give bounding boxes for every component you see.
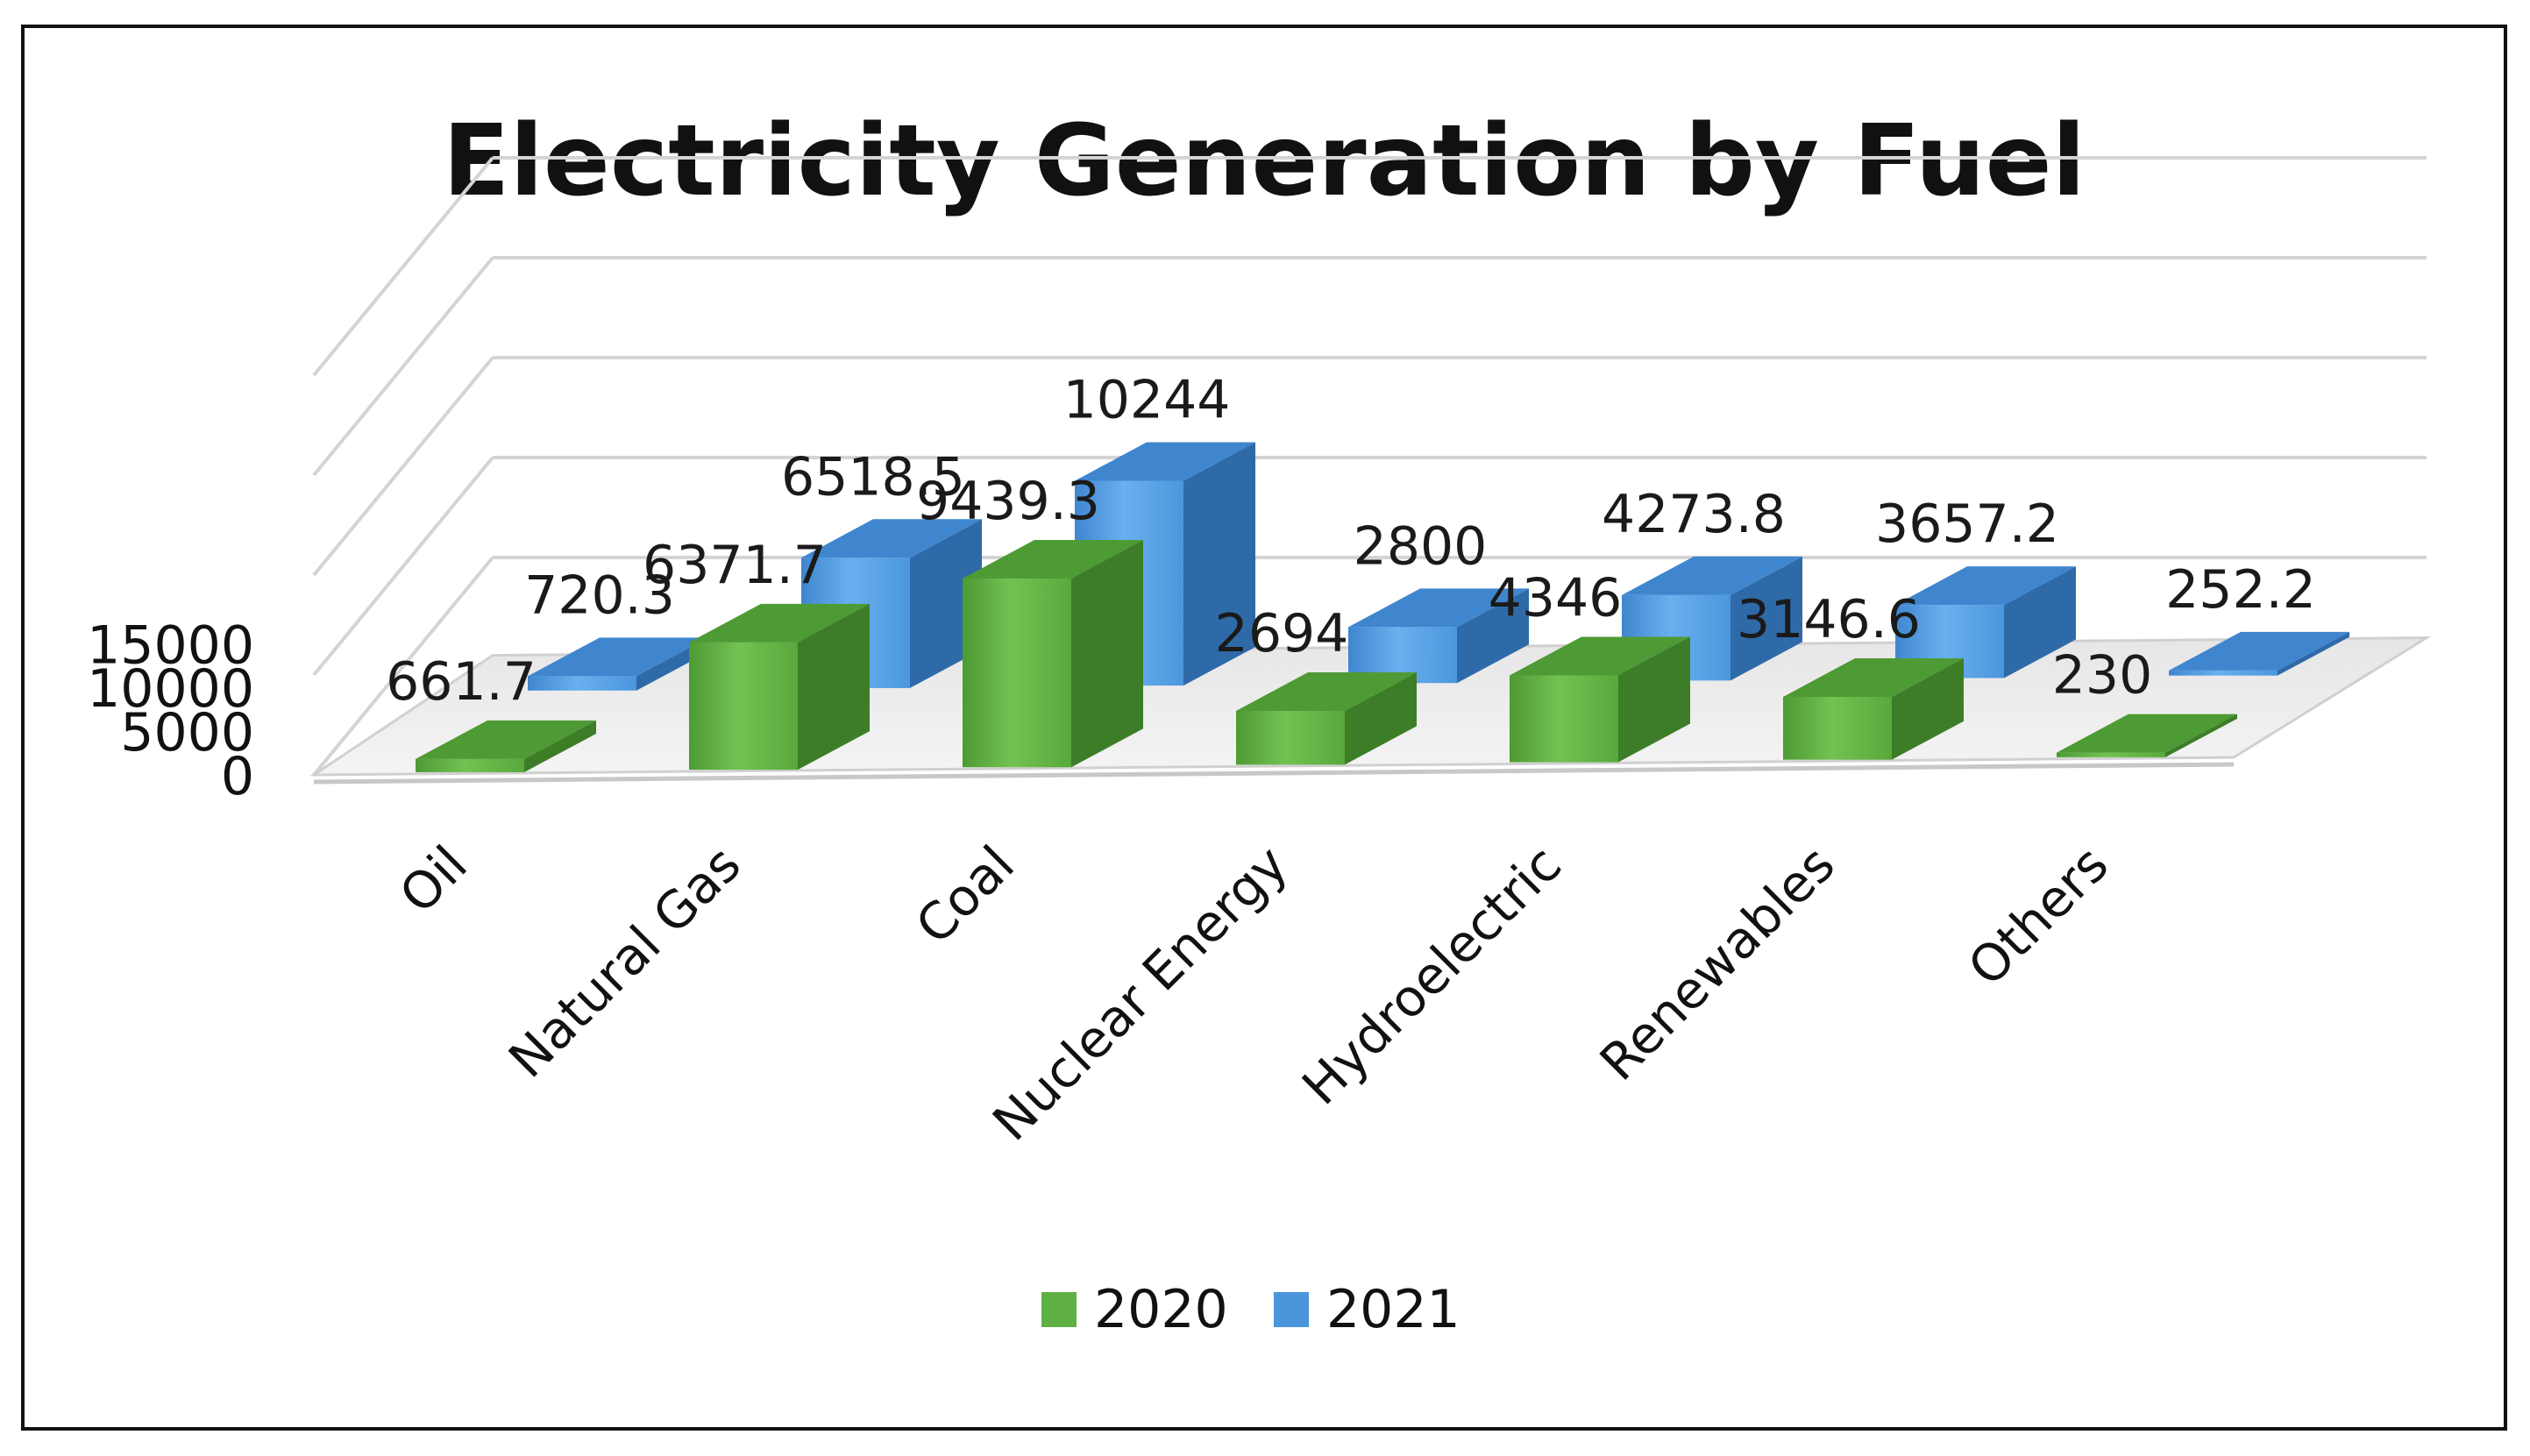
data-label-2020: 6371.7 <box>643 535 827 596</box>
bar-front <box>2169 670 2278 676</box>
bar-side <box>524 720 596 772</box>
legend: 2020 2021 <box>1041 1279 1460 1340</box>
data-label-2021: 252.2 <box>2165 559 2316 621</box>
bar-side <box>1618 636 1690 763</box>
bar-side <box>1730 556 1802 681</box>
category-label: Natural Gas <box>497 835 752 1090</box>
data-label-2020: 4346 <box>1489 567 1623 629</box>
bar-side <box>1457 588 1529 684</box>
legend-label-2021: 2021 <box>1326 1279 1460 1340</box>
bar-top <box>1348 588 1529 628</box>
bar-front <box>416 758 524 772</box>
category-label: Nuclear Energy <box>981 835 1299 1153</box>
bar-2020-nuclear-energy <box>1236 671 1417 765</box>
gridline-side-0 <box>312 556 494 777</box>
bar-top <box>2169 631 2349 671</box>
bar-side <box>2004 566 2076 678</box>
bar-front <box>1783 696 1892 760</box>
category-label: Hydroelectric <box>1290 835 1573 1117</box>
bar-top <box>1075 442 1255 481</box>
bar-top <box>1783 657 1964 697</box>
bar-side <box>2278 631 2349 676</box>
chart-title: Electricity Generation by Fuel <box>443 104 2086 218</box>
data-label-2020: 3146.6 <box>1737 589 1921 650</box>
bar-2021-nuclear-energy <box>1348 588 1529 684</box>
bar-2020-hydroelectric <box>1510 636 1690 763</box>
category-label: Coal <box>905 835 1026 955</box>
legend-label-2020: 2020 <box>1094 1279 1228 1340</box>
bar-top <box>963 540 1143 579</box>
y-tick-label: 0 <box>221 746 254 807</box>
data-label-2020: 661.7 <box>386 651 537 713</box>
bar-side <box>1345 671 1417 765</box>
bar-front <box>2057 752 2165 757</box>
data-label-2021: 6518.5 <box>781 446 965 508</box>
legend-swatch-2021 <box>1274 1292 1309 1327</box>
bar-front <box>528 676 636 691</box>
category-label: Others <box>1957 835 2120 998</box>
bar-2021-others <box>2169 631 2349 676</box>
bar-side <box>1892 657 1964 760</box>
gridline-side-5000 <box>312 456 494 677</box>
gridline-side-10000 <box>312 356 494 577</box>
data-label-2021: 4273.8 <box>1602 484 1786 545</box>
bar-2020-natural-gas <box>689 603 870 771</box>
bar-side <box>798 603 870 771</box>
bar-top <box>1510 636 1690 676</box>
bar-top <box>2057 714 2237 753</box>
data-label-2020: 9439.3 <box>916 471 1100 532</box>
category-label: Oil <box>388 835 479 925</box>
bar-top <box>1236 671 1417 711</box>
legend-swatch-2020 <box>1041 1292 1077 1327</box>
data-label-2021: 720.3 <box>524 565 675 626</box>
bar-2020-oil <box>416 720 596 772</box>
data-label-2020: 230 <box>2052 645 2153 707</box>
gridline-side-15000 <box>312 256 494 477</box>
y-tick-label: 15000 <box>87 614 254 676</box>
y-tick-label: 5000 <box>120 702 254 764</box>
floor-front-edge <box>313 762 2235 785</box>
data-label-2020: 2694 <box>1215 603 1349 664</box>
bar-top <box>1622 556 1802 595</box>
data-label-2021: 2800 <box>1354 515 1488 577</box>
bar-top <box>528 637 708 677</box>
bar-2020-coal <box>963 540 1143 768</box>
bar-top <box>416 720 596 759</box>
bar-top <box>689 603 870 643</box>
bar-front <box>963 579 1071 768</box>
bar-top <box>1895 566 2076 606</box>
bar-side <box>1071 540 1143 768</box>
bar-side <box>1183 442 1255 686</box>
chart-svg: Electricity Generation by Fuel 050001000… <box>87 104 2432 1340</box>
bar-top <box>801 519 982 558</box>
bar-front <box>1510 675 1618 763</box>
chart-frame: Electricity Generation by Fuel 0 5000 1000… <box>21 25 2507 1431</box>
y-tick-label: 10000 <box>87 658 254 720</box>
bar-front <box>1236 710 1345 765</box>
category-label: Renewables <box>1588 835 1846 1092</box>
bar-2020-renewables <box>1783 657 1964 760</box>
data-label-2021: 10244 <box>1063 370 1231 431</box>
bar-front <box>689 642 798 771</box>
bar-2020-others <box>2057 714 2237 757</box>
bar-side <box>2165 714 2237 757</box>
gridline-side-20000 <box>312 156 494 377</box>
data-label-2021: 3657.2 <box>1875 494 2059 555</box>
